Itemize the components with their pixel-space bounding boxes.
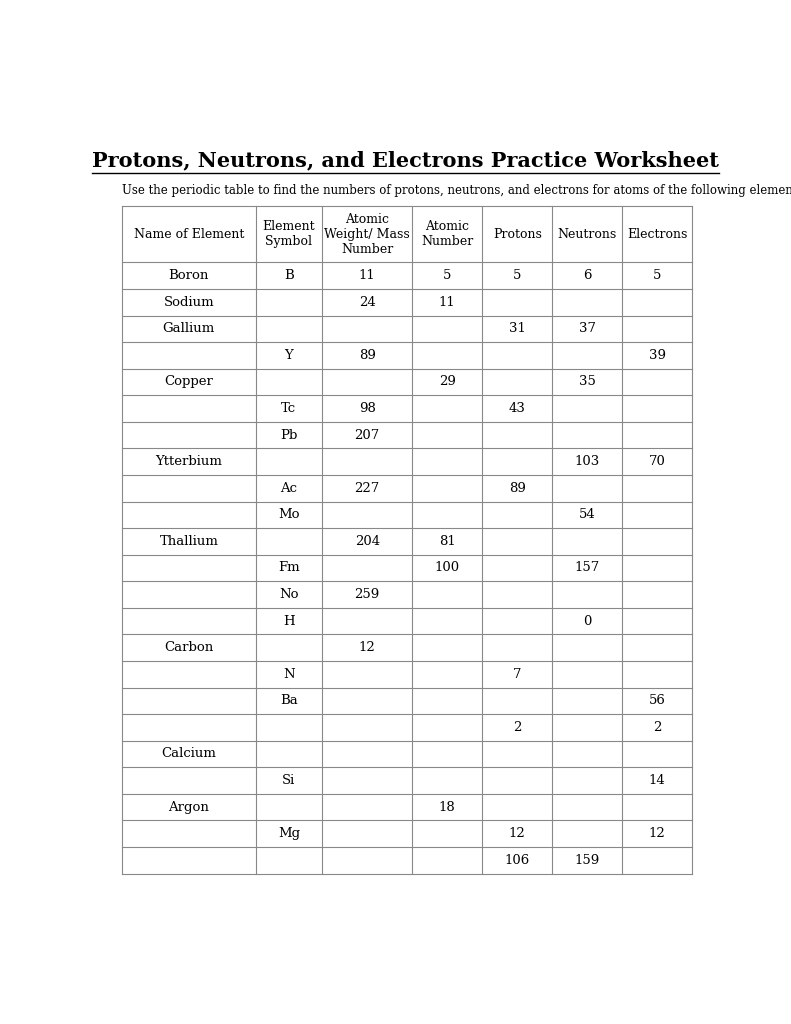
Text: 5: 5 [443,269,452,283]
Text: 18: 18 [439,801,456,814]
Text: Atomic
Number: Atomic Number [421,220,473,248]
Text: 39: 39 [649,349,666,361]
Text: Argon: Argon [168,801,210,814]
Text: Tc: Tc [282,402,297,415]
Text: 7: 7 [513,668,521,681]
Text: 12: 12 [649,827,666,840]
Text: 6: 6 [583,269,592,283]
Text: 0: 0 [583,614,592,628]
Text: 29: 29 [439,376,456,388]
Text: Element
Symbol: Element Symbol [263,220,315,248]
Text: Neutrons: Neutrons [558,227,617,241]
Text: 37: 37 [579,323,596,335]
Text: Calcium: Calcium [161,748,216,761]
Text: Thallium: Thallium [160,535,218,548]
Text: Electrons: Electrons [627,227,687,241]
Text: 56: 56 [649,694,666,708]
Text: 98: 98 [359,402,376,415]
Text: Sodium: Sodium [164,296,214,309]
Text: 227: 227 [354,481,380,495]
Text: 35: 35 [579,376,596,388]
Text: Ba: Ba [280,694,297,708]
Text: Gallium: Gallium [163,323,215,335]
Text: 103: 103 [574,456,600,468]
Text: Pb: Pb [280,429,297,441]
Text: 89: 89 [359,349,376,361]
Text: 89: 89 [509,481,526,495]
Text: 106: 106 [505,854,530,866]
Text: 204: 204 [354,535,380,548]
Text: Use the periodic table to find the numbers of protons, neutrons, and electrons f: Use the periodic table to find the numbe… [122,184,791,198]
Text: 81: 81 [439,535,456,548]
Text: 157: 157 [574,561,600,574]
Text: 54: 54 [579,508,596,521]
Text: Mg: Mg [278,827,300,840]
Text: Si: Si [282,774,296,787]
Text: 2: 2 [513,721,521,734]
Text: 5: 5 [653,269,661,283]
Text: No: No [279,588,299,601]
Text: 12: 12 [509,827,526,840]
Text: Fm: Fm [278,561,300,574]
Text: Name of Element: Name of Element [134,227,244,241]
Text: 43: 43 [509,402,526,415]
Text: Protons, Neutrons, and Electrons Practice Worksheet: Protons, Neutrons, and Electrons Practic… [92,151,719,170]
Text: Protons: Protons [493,227,542,241]
Text: 31: 31 [509,323,526,335]
Text: Ac: Ac [280,481,297,495]
Text: Boron: Boron [168,269,209,283]
Text: N: N [283,668,295,681]
Text: Atomic
Weight/ Mass
Number: Atomic Weight/ Mass Number [324,213,410,256]
Text: 5: 5 [513,269,521,283]
Text: 259: 259 [354,588,380,601]
Text: Ytterbium: Ytterbium [155,456,222,468]
Text: B: B [284,269,293,283]
Text: 2: 2 [653,721,661,734]
Text: 14: 14 [649,774,666,787]
Text: 100: 100 [435,561,460,574]
Text: Copper: Copper [165,376,214,388]
Text: 159: 159 [574,854,600,866]
Text: H: H [283,614,295,628]
Text: 24: 24 [359,296,376,309]
Text: Y: Y [285,349,293,361]
Text: Mo: Mo [278,508,300,521]
Text: 12: 12 [359,641,376,654]
Text: 70: 70 [649,456,666,468]
Text: 11: 11 [439,296,456,309]
Text: Carbon: Carbon [165,641,214,654]
Text: 11: 11 [359,269,376,283]
Text: 207: 207 [354,429,380,441]
